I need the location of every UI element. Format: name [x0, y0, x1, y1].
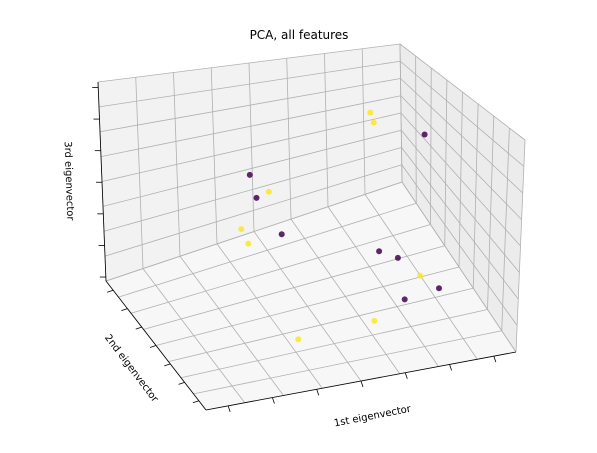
scatter-point [376, 248, 383, 255]
chart-title: PCA, all features [250, 28, 349, 42]
axis-ticks [92, 87, 497, 412]
grid-line-back-horizontal [98, 60, 401, 108]
grid-line-floor-a [327, 206, 439, 367]
x-axis-tick [360, 380, 364, 388]
grid-line-right-vertical [487, 115, 495, 310]
y-axis-label: 2nd eigenvector [102, 333, 160, 406]
grid-line-right-horizontal [399, 60, 525, 167]
grid-line-right-horizontal [399, 43, 526, 141]
scatter-point [245, 240, 252, 247]
grid-line-back-vertical [361, 48, 366, 195]
scatter-point [265, 188, 272, 195]
grid-line-back-horizontal [100, 95, 401, 158]
scatter-point [367, 109, 374, 116]
scatter-point [394, 254, 401, 261]
grid-line-floor-b [155, 266, 460, 346]
grid-line-floor-b [168, 287, 474, 363]
grid-line-floor-b [193, 330, 502, 395]
y-axis-tick [178, 381, 185, 385]
scatter-point [295, 336, 302, 343]
grid-line-right-vertical [501, 127, 510, 331]
scatter-point [436, 285, 442, 292]
x-axis-tick [316, 389, 320, 396]
x-axis-tick [227, 405, 231, 412]
z-axis-label: 3rd eigenvector [62, 141, 76, 222]
y-axis-tick [135, 326, 142, 330]
scatter-point [370, 119, 377, 126]
grid-line-back-vertical [324, 53, 329, 207]
scatter-point [238, 226, 245, 233]
grid-line-right-horizontal [400, 112, 521, 247]
grid-line-right-horizontal [400, 78, 524, 194]
scatter-point [421, 131, 428, 138]
grid-line-right-vertical [515, 139, 526, 353]
axes-panes [97, 43, 526, 411]
grid-line-back-horizontal [97, 43, 401, 83]
scatter-point [371, 317, 378, 324]
grid-line-floor-a [290, 218, 401, 374]
grid-line-back-horizontal [99, 78, 401, 133]
scatter-points [238, 109, 442, 343]
grid-line-floor-b [180, 309, 488, 379]
x-axis-tick [272, 397, 275, 404]
grid-line-back-horizontal [101, 112, 402, 182]
scatter-point [417, 272, 424, 279]
y-axis-tick [192, 400, 199, 404]
y-axis-tick [121, 308, 128, 312]
y-axis-tick [164, 363, 171, 367]
scatter-point [253, 194, 260, 201]
grid-line-back-vertical [286, 58, 292, 220]
grid-line-floor-a [401, 181, 517, 353]
x-axis-tick [493, 356, 497, 363]
scatter-point [278, 231, 285, 238]
z-axis-spine [97, 81, 107, 282]
x-axis-label: 1st eigenvector [333, 404, 413, 430]
scatter-point [246, 171, 253, 178]
y-axis-tick [107, 289, 114, 293]
x-axis-tick [404, 372, 408, 379]
x-axis-tick [449, 364, 452, 371]
grid-line-right-vertical [472, 103, 479, 289]
scatter-point [401, 296, 408, 303]
grid-line-right-horizontal [400, 95, 522, 220]
y-axis-tick [149, 345, 157, 348]
